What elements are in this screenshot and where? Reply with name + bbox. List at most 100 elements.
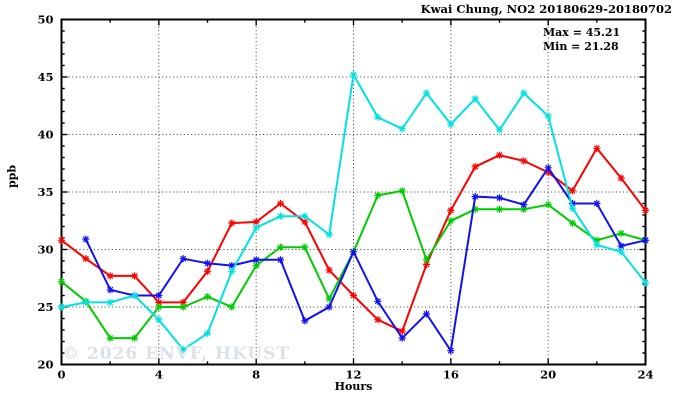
data-point-marker bbox=[447, 217, 455, 225]
data-point-marker bbox=[641, 236, 650, 244]
y-tick-label: 25 bbox=[37, 300, 53, 314]
x-tick-label: 20 bbox=[540, 368, 556, 382]
data-point-marker bbox=[617, 174, 625, 182]
series-blue bbox=[82, 164, 650, 355]
series-line bbox=[84, 166, 646, 354]
data-point-marker bbox=[520, 201, 528, 209]
data-point-marker bbox=[374, 297, 382, 305]
data-point-marker bbox=[398, 125, 406, 133]
x-tick-label: 12 bbox=[345, 368, 361, 382]
data-point-marker bbox=[422, 256, 431, 264]
data-point-marker bbox=[179, 303, 187, 311]
data-point-marker bbox=[325, 295, 333, 303]
data-point-marker bbox=[276, 256, 285, 264]
data-point-marker bbox=[301, 218, 309, 226]
data-point-marker bbox=[252, 262, 260, 270]
max-value-label: Max = 45.21 bbox=[543, 26, 621, 39]
data-point-marker bbox=[568, 187, 577, 195]
data-point-marker bbox=[568, 219, 577, 227]
data-point-marker bbox=[106, 286, 114, 294]
data-point-marker bbox=[203, 267, 212, 275]
data-point-marker bbox=[544, 164, 552, 172]
data-point-marker bbox=[130, 334, 139, 342]
data-point-marker bbox=[398, 187, 406, 195]
data-point-marker bbox=[398, 334, 406, 342]
data-point-marker bbox=[495, 126, 504, 134]
data-point-marker bbox=[57, 278, 66, 286]
data-point-marker bbox=[130, 272, 139, 280]
data-point-marker bbox=[228, 219, 236, 227]
data-point-marker bbox=[617, 248, 625, 256]
chart-title: Kwai Chung, NO2 20180629-20180702 bbox=[420, 2, 672, 16]
data-point-marker bbox=[276, 243, 285, 251]
data-point-marker bbox=[520, 205, 528, 213]
data-point-marker bbox=[544, 201, 552, 209]
data-point-marker bbox=[447, 120, 455, 128]
data-point-marker bbox=[179, 346, 187, 354]
data-point-marker bbox=[641, 279, 650, 287]
data-point-marker bbox=[374, 113, 382, 121]
series-markers bbox=[57, 71, 650, 354]
data-point-marker bbox=[520, 89, 528, 97]
data-point-marker bbox=[544, 168, 552, 176]
axis-ticks bbox=[60, 18, 647, 366]
data-point-marker bbox=[325, 303, 333, 311]
data-point-marker bbox=[349, 71, 358, 79]
data-point-marker bbox=[252, 224, 260, 232]
data-point-marker bbox=[593, 236, 601, 244]
data-point-marker bbox=[228, 267, 236, 275]
data-point-marker bbox=[495, 205, 504, 213]
data-point-marker bbox=[617, 242, 625, 250]
y-tick-label: 20 bbox=[37, 358, 53, 372]
data-point-marker bbox=[374, 191, 382, 199]
data-point-marker bbox=[106, 298, 114, 306]
data-point-marker bbox=[471, 193, 479, 201]
x-axis-label: Hours bbox=[334, 380, 373, 393]
data-point-marker bbox=[252, 256, 260, 264]
data-point-marker bbox=[82, 255, 90, 263]
data-point-marker bbox=[155, 316, 163, 324]
watermark: © 2026 ENVF, HKUST bbox=[62, 344, 291, 364]
data-point-marker bbox=[155, 298, 163, 306]
y-tick-label: 35 bbox=[37, 185, 53, 199]
series-markers bbox=[57, 144, 650, 335]
data-point-marker bbox=[617, 229, 625, 237]
data-point-marker bbox=[276, 199, 285, 208]
data-point-marker bbox=[495, 194, 504, 202]
data-point-marker bbox=[422, 310, 431, 318]
data-point-marker bbox=[155, 291, 163, 300]
data-point-marker bbox=[203, 259, 212, 267]
x-tick-label: 16 bbox=[443, 368, 459, 382]
data-point-marker bbox=[374, 316, 382, 324]
series-red bbox=[57, 144, 650, 335]
data-point-marker bbox=[520, 157, 528, 165]
data-point-marker bbox=[568, 204, 577, 212]
data-point-marker bbox=[471, 205, 479, 213]
max-min-annotation: Max = 45.21 Min = 21.28 bbox=[543, 26, 620, 54]
data-point-marker bbox=[325, 230, 333, 239]
data-point-marker bbox=[301, 243, 309, 251]
data-point-marker bbox=[422, 89, 431, 97]
data-point-marker bbox=[130, 291, 139, 300]
data-point-marker bbox=[301, 317, 309, 325]
y-tick-label: 30 bbox=[37, 243, 53, 257]
series-cyan bbox=[57, 71, 650, 354]
data-point-marker bbox=[301, 212, 309, 220]
min-value-label: Min = 21.28 bbox=[543, 40, 619, 53]
data-point-marker bbox=[447, 347, 455, 355]
data-point-marker bbox=[422, 260, 431, 268]
data-point-marker bbox=[179, 298, 187, 306]
data-point-marker bbox=[398, 327, 406, 335]
data-point-marker bbox=[593, 144, 601, 152]
data-point-marker bbox=[252, 218, 260, 226]
data-point-marker bbox=[568, 199, 577, 208]
data-point-marker bbox=[57, 303, 66, 311]
data-point-marker bbox=[495, 151, 504, 159]
data-point-marker bbox=[544, 112, 552, 120]
data-point-marker bbox=[471, 95, 479, 103]
y-tick-label: 40 bbox=[37, 128, 53, 142]
data-point-marker bbox=[57, 236, 66, 244]
data-point-marker bbox=[82, 235, 90, 243]
data-point-marker bbox=[179, 255, 187, 263]
